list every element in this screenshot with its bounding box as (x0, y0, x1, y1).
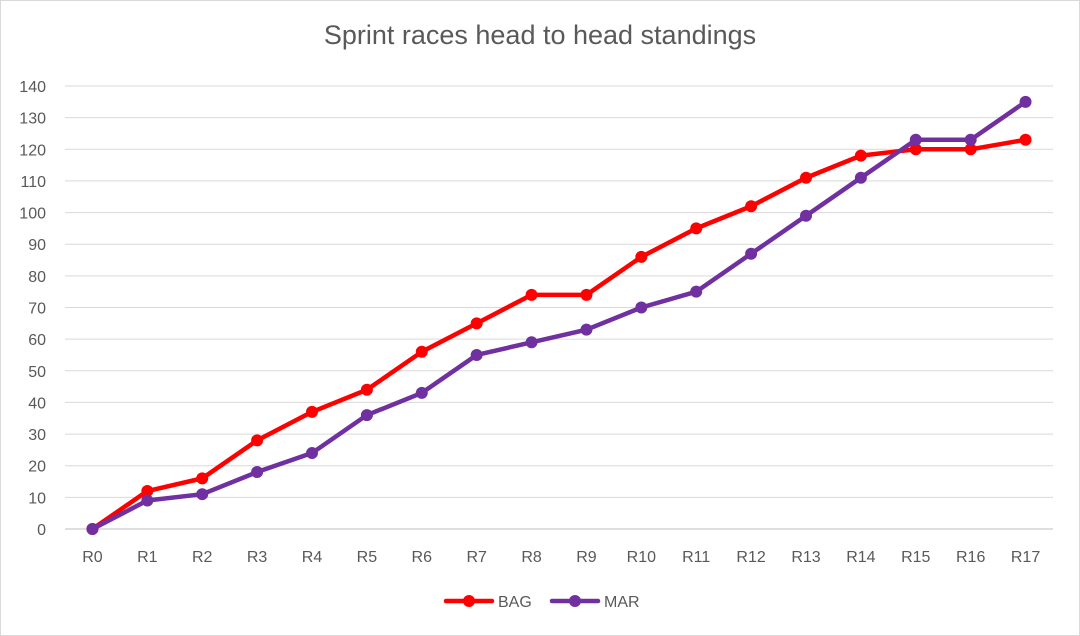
x-tick-label: R11 (682, 549, 710, 566)
data-point (909, 143, 922, 156)
data-point (141, 494, 154, 507)
x-tick-label: R13 (791, 549, 820, 566)
data-point (306, 447, 318, 460)
x-tick-label: R7 (466, 549, 487, 566)
data-point (580, 288, 593, 301)
legend-label: MAR (604, 594, 640, 611)
y-tick-label: 70 (28, 301, 46, 318)
y-tick-label: 40 (28, 395, 46, 412)
legend-swatch-marker (463, 595, 475, 607)
y-tick-label: 100 (19, 206, 46, 223)
data-point (635, 250, 648, 263)
data-point (251, 466, 264, 479)
legend-label: BAG (498, 594, 532, 611)
y-tick-label: 80 (28, 269, 46, 286)
series-line (90, 137, 1028, 532)
data-point (854, 149, 867, 162)
gridlines (65, 85, 1053, 530)
data-point (415, 386, 428, 399)
data-point (306, 405, 318, 418)
data-point (964, 133, 977, 146)
data-point (800, 171, 812, 184)
data-point (470, 348, 483, 361)
data-point (964, 143, 977, 156)
series-line (90, 99, 1028, 532)
y-tick-label: 30 (28, 427, 46, 444)
x-tick-label: R6 (412, 549, 433, 566)
data-point (360, 383, 373, 396)
data-point (86, 523, 99, 535)
data-point (580, 323, 593, 336)
x-axis-ticks: R0 R1 R2 R3 R4 R5 R6 R7 R8 R9 R10 R11 R12 R13 R14 R15 R1… (82, 549, 1040, 566)
x-tick-label: R9 (576, 549, 597, 566)
data-point (1019, 95, 1032, 108)
legend-item-bag: BAG (443, 594, 532, 611)
x-tick-label: R4 (302, 549, 323, 566)
y-tick-label: 10 (28, 490, 46, 507)
data-point (909, 133, 922, 146)
x-tick-label: R15 (901, 549, 930, 566)
data-point (196, 488, 209, 501)
y-tick-label: 60 (28, 332, 46, 349)
y-tick-label: 20 (28, 459, 46, 476)
x-tick-label: R2 (192, 549, 213, 566)
data-point (800, 209, 812, 222)
x-tick-label: R14 (846, 549, 875, 566)
data-point (360, 409, 373, 422)
y-tick-label: 90 (28, 237, 46, 254)
y-tick-label: 110 (20, 174, 46, 191)
y-axis-ticks: 0 10 20 30 40 50 60 70 80 90 100 110 120 130 140 (19, 79, 46, 539)
x-tick-label: R8 (521, 549, 542, 566)
chart-title: Sprint races head to head standings (323, 20, 757, 50)
data-point (525, 288, 538, 301)
data-point (745, 200, 758, 213)
data-point (415, 345, 428, 358)
y-tick-label: 140 (19, 79, 46, 96)
data-point (635, 301, 648, 314)
series-mar (86, 95, 1032, 535)
x-tick-label: R0 (82, 549, 103, 566)
y-tick-label: 130 (19, 111, 46, 128)
data-point (141, 485, 154, 498)
data-point (525, 336, 538, 349)
data-point (854, 171, 867, 184)
data-point (690, 285, 703, 298)
x-tick-label: R12 (736, 549, 765, 566)
x-tick-label: R3 (247, 549, 268, 566)
data-point (470, 317, 483, 330)
data-point (690, 222, 703, 235)
data-point (745, 247, 758, 260)
x-tick-label: R16 (956, 549, 985, 566)
x-tick-label: R10 (627, 549, 656, 566)
y-tick-label: 0 (37, 522, 46, 539)
y-tick-label: 50 (28, 364, 46, 381)
x-tick-label: R5 (357, 549, 378, 566)
series-group (86, 95, 1032, 535)
legend: BAG MAR (443, 594, 640, 611)
legend-swatch-marker (569, 595, 581, 607)
x-tick-label: R17 (1011, 549, 1040, 566)
x-tick-label: R1 (137, 549, 158, 566)
legend-item-mar: MAR (549, 594, 640, 611)
data-point (196, 472, 209, 485)
data-point (1019, 133, 1032, 146)
data-point (251, 434, 264, 447)
y-tick-label: 120 (19, 142, 46, 159)
